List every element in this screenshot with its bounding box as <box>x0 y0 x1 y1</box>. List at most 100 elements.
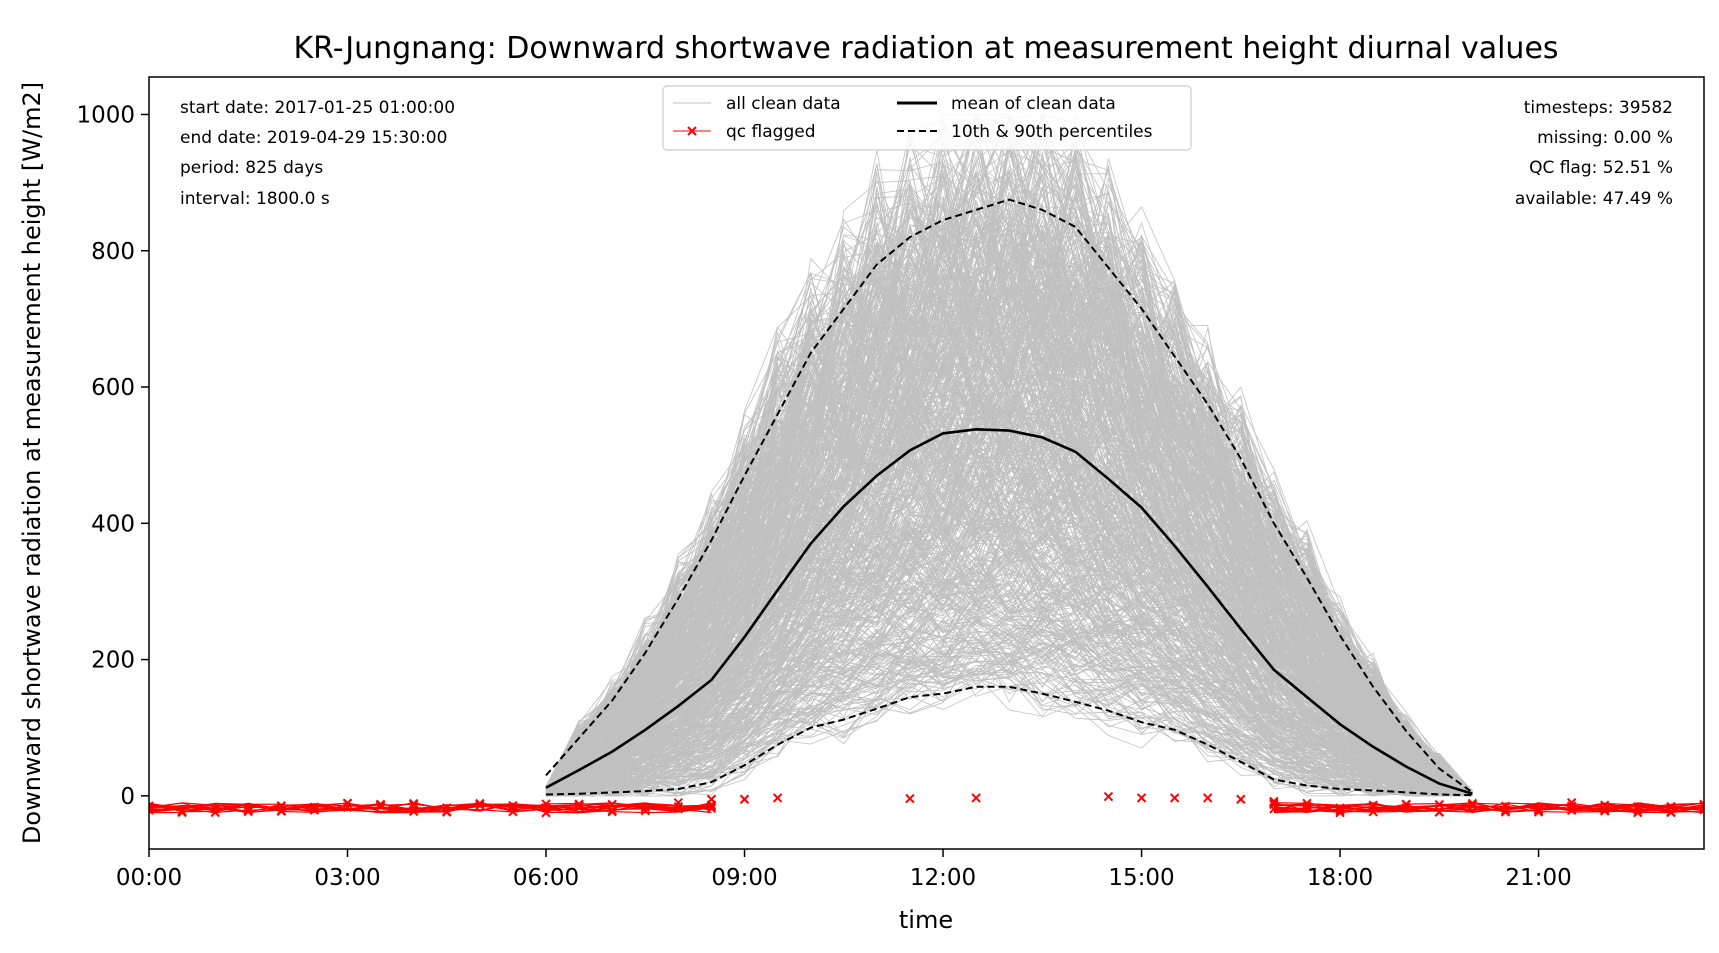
qc-marker <box>276 805 287 816</box>
qc-marker <box>1401 799 1411 810</box>
qc-marker <box>1269 804 1279 814</box>
clean-data-line <box>545 373 1473 797</box>
clean-data-line <box>545 239 1473 797</box>
clean-data-line <box>545 604 1473 797</box>
info-period: period: 825 days <box>180 158 323 178</box>
clean-data-line <box>545 627 1473 794</box>
info-available: available: 47.49 % <box>1515 189 1673 209</box>
qc-marker <box>149 805 154 815</box>
qc-marker <box>1269 796 1279 807</box>
qc-marker <box>1434 807 1445 817</box>
qc-line <box>1273 802 1704 814</box>
x-tick-label: 21:00 <box>1505 865 1571 891</box>
clean-data-line <box>545 641 1473 797</box>
qc-marker <box>706 794 717 804</box>
clean-data-line <box>545 522 1473 797</box>
qc-marker <box>342 802 353 813</box>
qc-marker <box>1136 793 1147 803</box>
clean-data-line <box>545 599 1473 794</box>
clean-data-line <box>545 134 1473 797</box>
clean-data-line <box>545 263 1473 797</box>
clean-data-line <box>545 331 1473 795</box>
clean-data-line <box>545 604 1473 797</box>
qc-flagged-points <box>149 791 1704 818</box>
clean-data-line <box>545 402 1473 797</box>
qc-marker <box>1302 801 1312 812</box>
qc-marker <box>574 802 584 812</box>
qc-marker <box>243 805 253 815</box>
clean-data-line <box>545 219 1473 797</box>
series-lines <box>545 198 1473 797</box>
mean-line <box>545 427 1473 796</box>
qc-marker <box>1600 806 1610 816</box>
x-tick-label: 15:00 <box>1108 865 1174 891</box>
qc-marker <box>541 803 551 813</box>
info-start-date: start date: 2017-01-25 01:00:00 <box>180 98 455 118</box>
clean-data-line <box>545 292 1473 797</box>
legend-percentile-label: 10th & 90th percentiles <box>951 122 1153 142</box>
y-tick-label: 600 <box>91 375 135 401</box>
clean-data-line <box>545 225 1473 794</box>
clean-data-line <box>545 607 1473 797</box>
clean-data-line <box>545 200 1473 797</box>
clean-data-line <box>545 251 1473 794</box>
axis-ticks: 00:00 03:00 06:00 09:00 12:00 15:00 18:00 21:00… <box>76 102 1571 891</box>
clean-data-line <box>545 282 1473 797</box>
clean-data-line <box>545 218 1473 794</box>
clean-data-line <box>545 280 1473 797</box>
info-left: start date: 2017-01-25 01:00:00 end date… <box>180 98 455 209</box>
clean-data-line <box>545 350 1473 797</box>
clean-data-line <box>545 462 1473 797</box>
y-tick-label: 0 <box>120 784 135 810</box>
percentile-line-90th <box>545 198 1473 794</box>
info-interval: interval: 1800.0 s <box>180 189 330 209</box>
qc-marker <box>1103 791 1114 802</box>
qc-marker <box>1633 802 1643 812</box>
clean-data-line <box>545 256 1473 797</box>
clean-data-line <box>545 390 1473 797</box>
clean-data-line <box>545 410 1473 797</box>
clean-data-line <box>545 356 1473 796</box>
clean-data-line <box>545 259 1473 794</box>
qc-marker <box>309 805 320 815</box>
qc-marker <box>1500 801 1511 811</box>
clean-data-line <box>545 609 1473 797</box>
x-axis-label: time <box>899 906 953 934</box>
clean-data-line <box>545 660 1473 797</box>
clean-data-line <box>545 619 1473 797</box>
x-tick-label: 03:00 <box>314 865 380 891</box>
clean-data-line <box>545 674 1473 797</box>
y-tick-label: 200 <box>91 648 135 674</box>
clean-data-line <box>545 117 1473 792</box>
qc-marker <box>541 799 551 809</box>
clean-data-line <box>545 675 1473 797</box>
clean-data-line <box>545 495 1473 797</box>
clean-data-line <box>545 452 1473 797</box>
clean-data-line <box>545 513 1473 794</box>
clean-data-line <box>545 535 1473 797</box>
x-tick-label: 09:00 <box>711 865 777 891</box>
qc-marker <box>210 804 220 814</box>
qc-marker <box>574 799 584 809</box>
qc-line <box>149 803 712 814</box>
y-tick-label: 400 <box>91 511 135 537</box>
clean-data-line <box>545 665 1473 797</box>
legend-clean-label: all clean data <box>726 94 841 114</box>
qc-marker <box>739 794 750 804</box>
clean-data-line <box>545 445 1473 794</box>
clean-data-line <box>545 536 1473 793</box>
clean-data-line <box>545 237 1473 796</box>
qc-marker <box>1666 807 1676 818</box>
qc-marker <box>607 806 617 817</box>
plot-frame <box>148 76 1705 850</box>
percentile-line-10th <box>545 685 1473 797</box>
clean-data-line <box>545 639 1473 797</box>
legend-qc-label: qc flagged <box>726 122 816 142</box>
info-right: timesteps: 39582 missing: 0.00 % QC flag… <box>1515 98 1673 209</box>
qc-marker <box>210 807 220 818</box>
qc-marker <box>1335 805 1345 816</box>
chart-title: KR-Jungnang: Downward shortwave radiatio… <box>293 31 1558 66</box>
x-tick-label: 18:00 <box>1307 865 1373 891</box>
clean-data-line <box>545 668 1473 797</box>
clean-data-line <box>545 491 1473 796</box>
